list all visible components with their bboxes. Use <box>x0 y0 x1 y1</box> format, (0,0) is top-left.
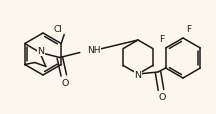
Text: O: O <box>158 93 166 102</box>
Text: Cl: Cl <box>54 25 63 34</box>
Text: F: F <box>159 35 164 44</box>
Text: N: N <box>37 47 44 56</box>
Text: O: O <box>61 78 68 87</box>
Text: N: N <box>135 70 141 79</box>
Text: NH: NH <box>87 46 100 54</box>
Text: F: F <box>186 25 192 34</box>
